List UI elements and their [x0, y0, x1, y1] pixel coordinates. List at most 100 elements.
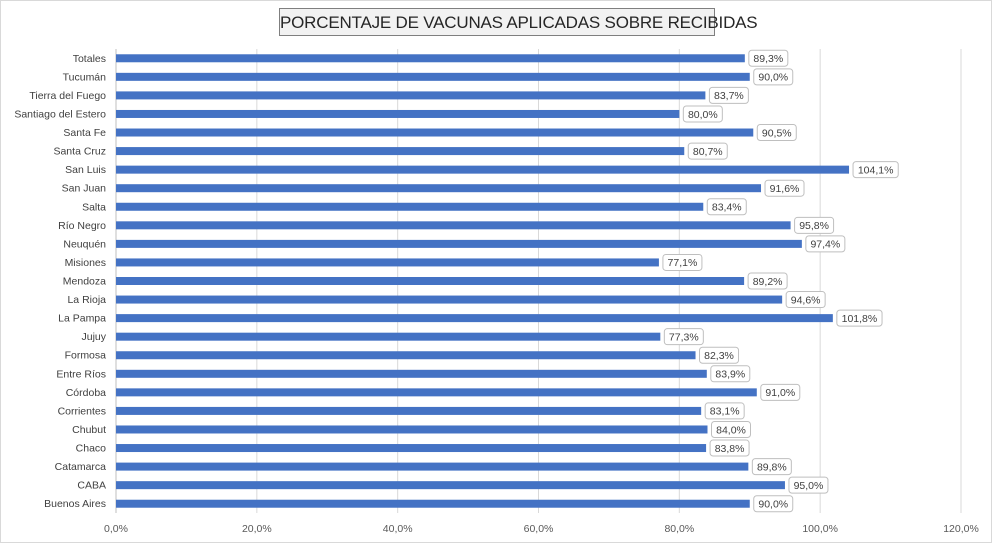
- data-label: 83,9%: [715, 369, 745, 381]
- category-label: Salta: [82, 201, 106, 213]
- bar: [116, 499, 750, 508]
- bar: [116, 91, 706, 100]
- data-label-box: [805, 235, 846, 253]
- data-label: 89,8%: [757, 461, 787, 473]
- bar: [116, 165, 850, 174]
- data-label-box: [662, 253, 703, 271]
- data-label-box: [753, 495, 794, 513]
- category-label: Formosa: [65, 350, 107, 362]
- category-label: Totales: [73, 53, 106, 65]
- bar: [116, 184, 762, 193]
- category-label: Buenos Aires: [44, 498, 106, 510]
- data-label-box: [682, 105, 723, 123]
- bar: [116, 54, 745, 63]
- data-label-box: [760, 383, 801, 401]
- data-label: 104,1%: [858, 164, 894, 176]
- category-label: Santa Fe: [63, 127, 106, 139]
- data-label-box: [748, 49, 789, 67]
- data-label: 101,8%: [842, 313, 878, 325]
- category-label: La Pampa: [58, 313, 106, 325]
- category-label: La Rioja: [67, 294, 106, 306]
- bar: [116, 109, 680, 118]
- bar: [116, 406, 702, 415]
- bar: [116, 351, 696, 360]
- category-label: San Juan: [62, 183, 107, 195]
- x-tick-label: 120,0%: [943, 523, 979, 535]
- data-label: 83,1%: [710, 406, 740, 418]
- data-label-box: [711, 420, 751, 438]
- bar: [116, 388, 757, 397]
- bar: [116, 258, 659, 267]
- data-label: 95,8%: [799, 220, 829, 232]
- data-label: 77,3%: [669, 331, 699, 343]
- data-label: 94,6%: [791, 294, 821, 306]
- data-label: 77,1%: [668, 257, 698, 269]
- data-label: 95,0%: [794, 480, 824, 492]
- data-label-box: [836, 309, 883, 327]
- bar: [116, 295, 783, 304]
- category-label: Entre Ríos: [56, 368, 106, 380]
- data-label-box: [708, 86, 749, 104]
- data-label: 80,0%: [688, 109, 718, 121]
- category-label: Córdoba: [66, 387, 106, 399]
- category-label: Neuquén: [63, 238, 106, 250]
- data-label: 83,8%: [715, 443, 745, 455]
- data-label-box: [704, 402, 745, 420]
- data-label: 90,0%: [758, 499, 788, 511]
- data-label-box: [687, 142, 728, 160]
- bar: [116, 332, 661, 341]
- category-label: Misiones: [65, 257, 106, 269]
- data-label: 90,5%: [762, 127, 792, 139]
- data-label-box: [709, 439, 750, 457]
- category-label: CABA: [77, 480, 106, 492]
- chart-title: PORCENTAJE DE VACUNAS APLICADAS SOBRE RE…: [279, 8, 758, 36]
- data-label-box: [663, 328, 704, 346]
- data-label: 83,7%: [714, 90, 744, 102]
- x-tick-label: 40,0%: [383, 523, 413, 535]
- data-label-box: [753, 68, 794, 86]
- data-label-box: [794, 216, 835, 234]
- data-label: 84,0%: [716, 424, 746, 436]
- x-tick-label: 0,0%: [104, 523, 128, 535]
- x-tick-label: 100,0%: [802, 523, 838, 535]
- data-label: 82,3%: [704, 350, 734, 362]
- category-label: Corrientes: [58, 405, 106, 417]
- category-label: Tierra del Fuego: [29, 90, 106, 102]
- category-label: Jujuy: [81, 331, 106, 343]
- x-tick-label: 80,0%: [664, 523, 694, 535]
- data-label-box: [699, 346, 740, 364]
- data-label-box: [706, 198, 747, 216]
- bar: [116, 462, 749, 471]
- data-label-box: [710, 365, 751, 383]
- data-label: 89,2%: [753, 276, 783, 288]
- data-label: 80,7%: [693, 146, 723, 158]
- category-label: Mendoza: [63, 276, 106, 288]
- bar: [116, 314, 833, 323]
- category-label: Chubut: [72, 424, 106, 436]
- data-label: 97,4%: [810, 239, 840, 251]
- bar: [116, 369, 707, 378]
- bar: [116, 72, 750, 81]
- category-label: San Luis: [65, 164, 106, 176]
- category-label: Río Negro: [58, 220, 106, 232]
- data-label-box: [852, 161, 899, 179]
- x-tick-label: 60,0%: [524, 523, 554, 535]
- data-label-box: [751, 458, 792, 476]
- data-label: 90,0%: [758, 72, 788, 84]
- data-label-box: [764, 179, 805, 197]
- data-label: 91,0%: [765, 387, 795, 399]
- bar: [116, 239, 802, 248]
- bar: [116, 147, 685, 156]
- x-tick-label: 20,0%: [242, 523, 272, 535]
- data-label-box: [785, 291, 826, 309]
- bar: [116, 128, 754, 137]
- data-label-box: [747, 272, 788, 290]
- bar: [116, 481, 785, 490]
- data-label: 89,3%: [753, 53, 783, 65]
- bar: [116, 221, 791, 230]
- bar: [116, 202, 704, 211]
- category-label: Santa Cruz: [53, 146, 106, 158]
- bar: [116, 425, 708, 434]
